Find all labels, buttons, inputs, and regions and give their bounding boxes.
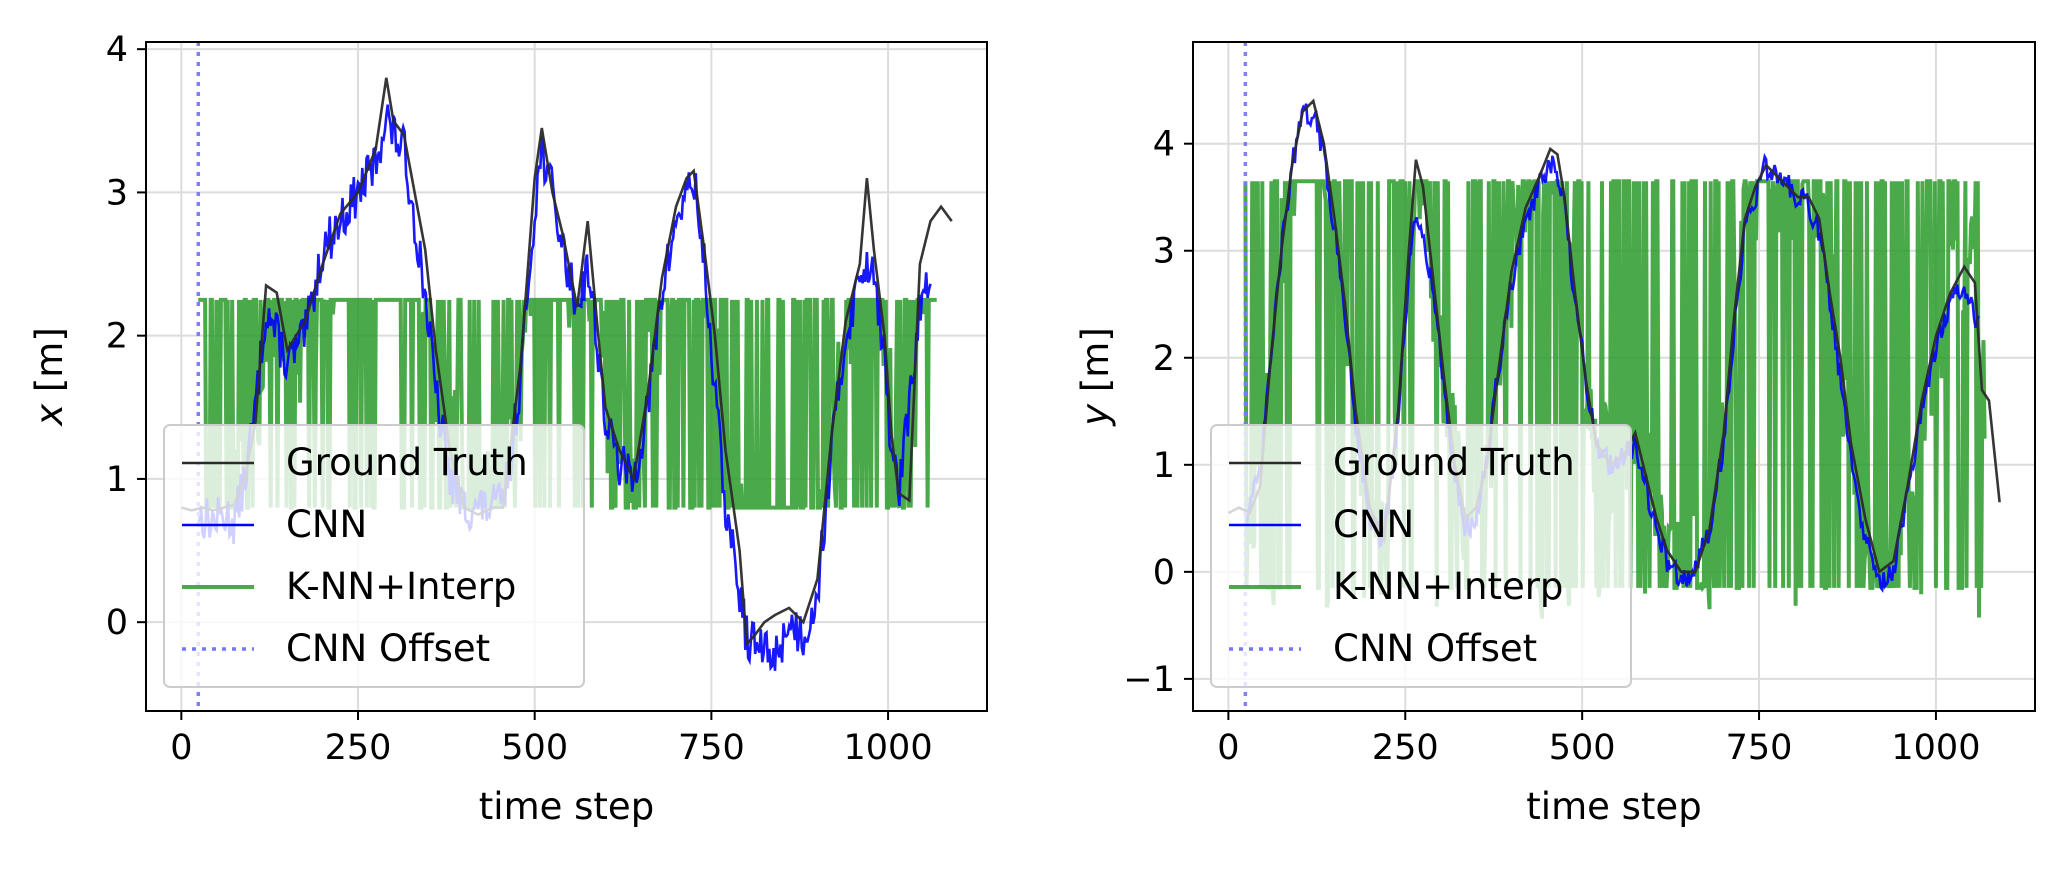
plot-area xyxy=(180,42,953,711)
y-axis-ticks: −1 0 1 2 3 4 xyxy=(1123,125,1193,700)
x-tick-label: 0 xyxy=(1217,728,1239,768)
legend-label: K-NN+Interp xyxy=(1333,565,1563,608)
y-tick-label: 4 xyxy=(106,30,128,70)
knn-interp-series xyxy=(1243,179,1987,619)
y-axis-ticks: 0 1 2 3 4 xyxy=(106,30,146,643)
x-position-chart: 0 250 500 750 1000 0 1 2 3 4 time step x [m] Gro… xyxy=(28,30,988,828)
y-tick-label: 3 xyxy=(1153,232,1175,272)
x-tick-label: 750 xyxy=(1726,728,1793,768)
x-tick-label: 500 xyxy=(501,728,568,768)
legend-box xyxy=(163,424,585,688)
y-tick-label: 1 xyxy=(1153,446,1175,486)
y-tick-label: 4 xyxy=(1153,125,1175,165)
legend-label: Ground Truth xyxy=(286,441,528,484)
x-tick-label: 500 xyxy=(1549,728,1616,768)
x-axis-ticks: 0 250 500 750 1000 xyxy=(1217,711,1980,768)
x-axis-label: time step xyxy=(479,785,654,828)
y-tick-label: 0 xyxy=(106,603,128,643)
y-tick-label: 0 xyxy=(1153,553,1175,593)
y-tick-label: 1 xyxy=(106,460,128,500)
x-axis-label: time step xyxy=(1526,785,1701,828)
legend-label: CNN xyxy=(1333,503,1414,546)
x-tick-label: 750 xyxy=(678,728,745,768)
y-tick-label: 2 xyxy=(1153,339,1175,379)
legend-label: CNN Offset xyxy=(286,627,490,670)
plot-frame xyxy=(1192,41,2036,712)
y-axis-label: y [m] xyxy=(1074,327,1117,427)
x-tick-label: 250 xyxy=(325,728,392,768)
legend-label: CNN xyxy=(286,503,367,546)
legend: Ground Truth CNN K-NN+Interp CNN Offset xyxy=(163,424,585,688)
x-tick-label: 0 xyxy=(170,728,192,768)
y-tick-label: 2 xyxy=(106,317,128,357)
legend-label: Ground Truth xyxy=(1333,441,1575,484)
legend-box xyxy=(1210,424,1632,688)
x-tick-label: 1000 xyxy=(844,728,933,768)
x-axis-ticks: 0 250 500 750 1000 xyxy=(170,711,933,768)
plot-frame xyxy=(145,41,988,712)
legend-label: K-NN+Interp xyxy=(286,565,516,608)
x-tick-label: 250 xyxy=(1372,728,1439,768)
y-tick-label: 3 xyxy=(106,173,128,213)
ground-truth-series xyxy=(180,77,953,647)
legend-label: CNN Offset xyxy=(1333,627,1537,670)
y-position-chart: 0 250 500 750 1000 −1 0 1 2 3 4 time step y [m] G… xyxy=(1074,41,2036,828)
y-tick-label: −1 xyxy=(1123,660,1175,700)
y-axis-label: x [m] xyxy=(28,327,71,427)
x-tick-label: 1000 xyxy=(1891,728,1980,768)
knn-interp-series xyxy=(198,297,937,510)
legend: Ground Truth CNN K-NN+Interp CNN Offset xyxy=(1210,424,1632,688)
